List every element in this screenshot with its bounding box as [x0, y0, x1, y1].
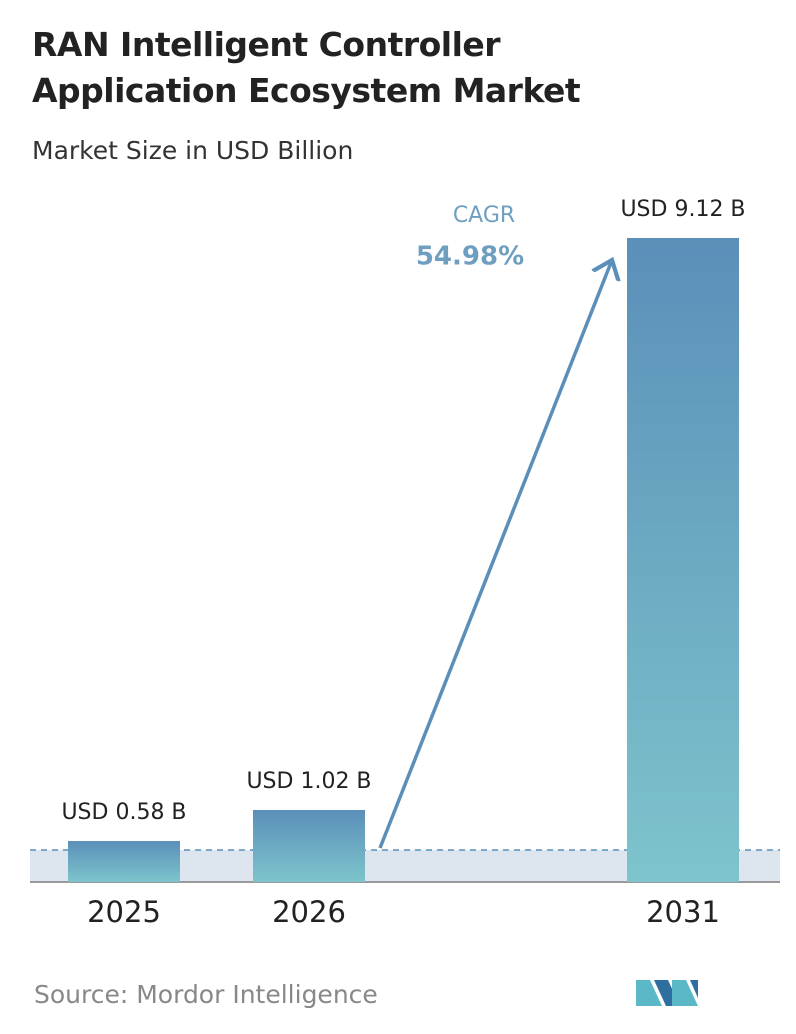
bar	[68, 841, 180, 882]
bar	[253, 809, 365, 882]
x-tick-label: 2025	[87, 895, 161, 929]
chart-subtitle: Market Size in USD Billion	[32, 136, 354, 165]
cagr-label: CAGR	[453, 203, 515, 228]
value-label: USD 9.12 B	[620, 197, 745, 222]
cagr-value: 54.98%	[416, 242, 524, 272]
x-tick-label: 2026	[272, 895, 346, 929]
logo	[636, 980, 698, 1006]
value-label: USD 1.02 B	[246, 769, 371, 794]
source: Source: Mordor Intelligence	[34, 980, 378, 1009]
value-label: USD 0.58 B	[61, 800, 186, 825]
cagr-arrow	[378, 260, 612, 849]
bar	[627, 238, 739, 882]
x-tick-label: 2031	[646, 895, 720, 929]
chart-title: RAN Intelligent Controller Application E…	[32, 25, 581, 110]
